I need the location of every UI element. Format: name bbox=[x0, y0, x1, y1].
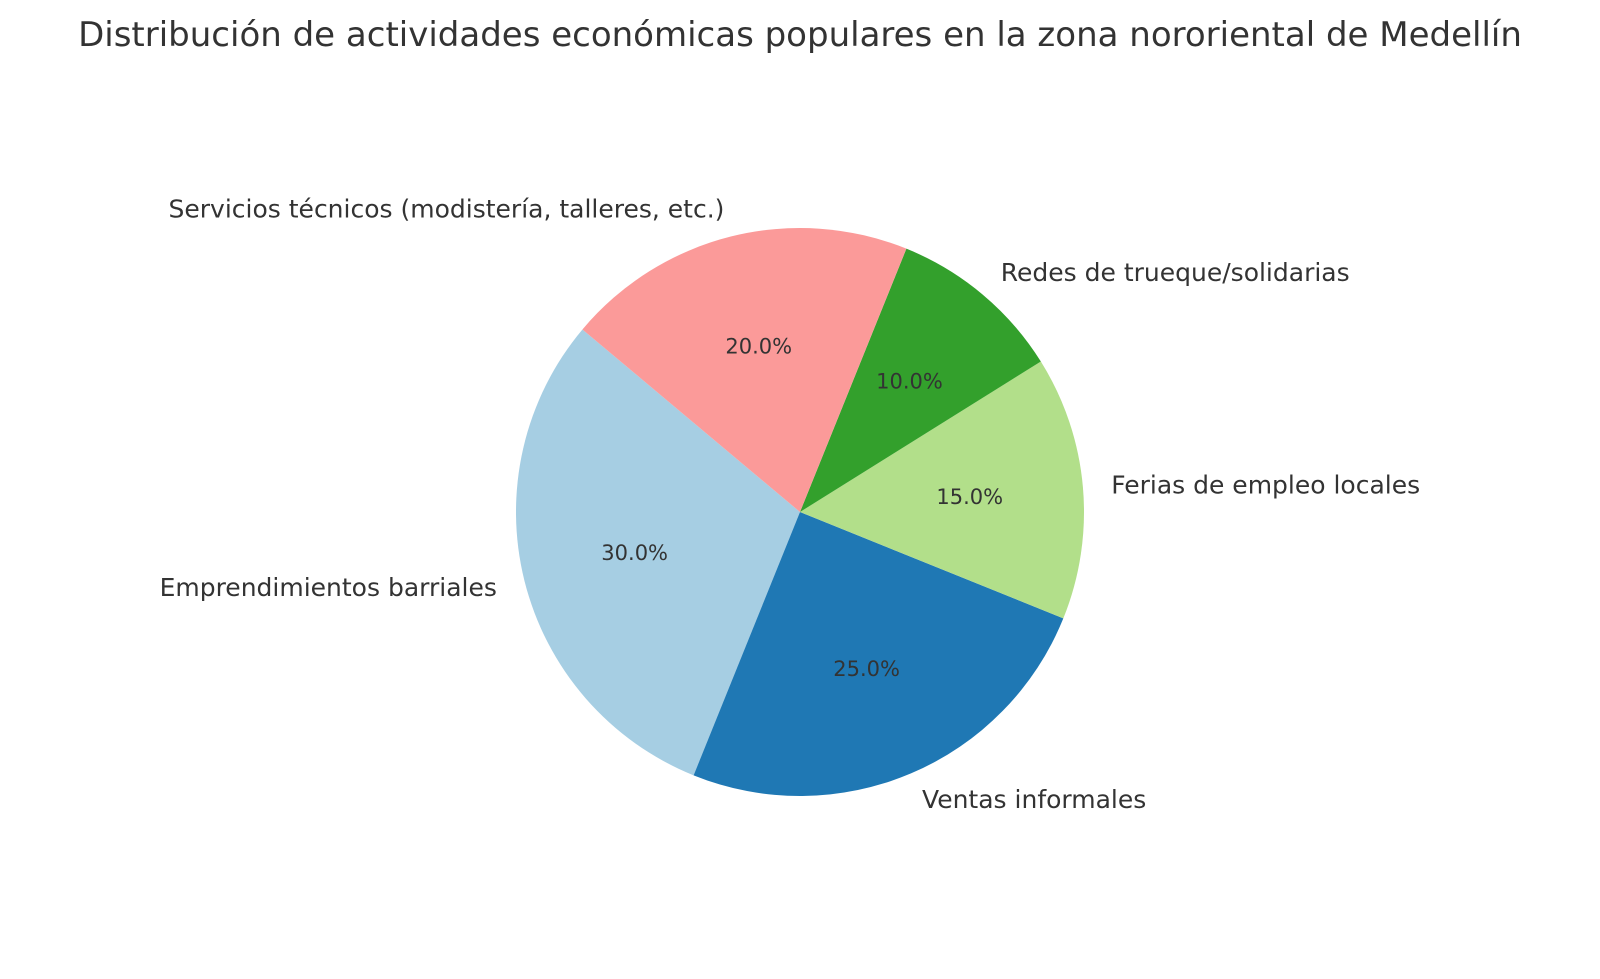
pie-category-labels: Emprendimientos barriales Ventas informal… bbox=[160, 194, 1421, 814]
chart-title: Distribución de actividades económicas p… bbox=[78, 15, 1522, 55]
pct-label-ventas-informales: 25.0% bbox=[833, 657, 900, 681]
pct-label-ferias-de-empleo-locales: 15.0% bbox=[936, 485, 1003, 509]
pct-label-redes-de-trueque-solidarias: 10.0% bbox=[876, 369, 943, 393]
category-label-ventas-informales: Ventas informales bbox=[922, 785, 1146, 814]
pct-label-emprendimientos-barriales: 30.0% bbox=[601, 541, 668, 565]
category-label-emprendimientos-barriales: Emprendimientos barriales bbox=[160, 573, 497, 602]
category-label-redes-de-trueque-solidarias: Redes de trueque/solidarias bbox=[1001, 258, 1350, 287]
category-label-servicios-tecnicos-modisteria-talleres-etc: Servicios técnicos (modistería, talleres… bbox=[169, 194, 725, 223]
pie-slice-emprendimientos-barriales bbox=[515, 329, 800, 776]
pie-slice-redes-de-trueque-solidarias bbox=[800, 248, 1041, 512]
pie-percentage-labels: 30.0% 25.0% 15.0% 10.0% 20.0% bbox=[601, 335, 1003, 681]
pie-slice-ventas-informales bbox=[693, 512, 1064, 797]
category-label-ferias-de-empleo-locales: Ferias de empleo locales bbox=[1111, 470, 1420, 499]
pie-slices bbox=[515, 227, 1085, 797]
pie-slice-ferias-de-empleo-locales bbox=[800, 361, 1085, 619]
pct-label-servicios-tecnicos-modisteria-talleres-etc: 20.0% bbox=[725, 335, 792, 359]
pie-slice-servicios-tecnicos-modisteria-talleres-etc bbox=[582, 227, 907, 512]
